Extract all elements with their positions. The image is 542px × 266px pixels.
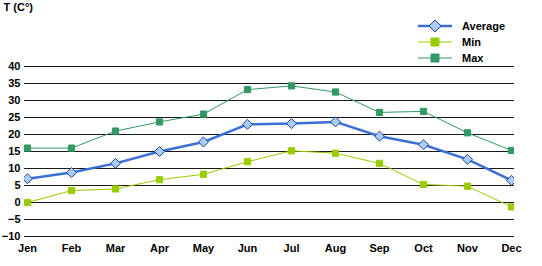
svg-text:−10: −10 — [2, 230, 21, 242]
svg-text:40: 40 — [8, 60, 20, 72]
svg-text:−5: −5 — [8, 213, 21, 225]
svg-text:Mar: Mar — [106, 242, 126, 254]
svg-text:35: 35 — [8, 77, 20, 89]
html-text:Average: Average — [462, 20, 505, 32]
svg-text:5: 5 — [14, 179, 20, 191]
svg-text:20: 20 — [8, 128, 20, 140]
svg-text:Jen: Jen — [18, 242, 37, 254]
svg-text:Nov: Nov — [457, 242, 479, 254]
svg-text:Jul: Jul — [284, 242, 300, 254]
svg-text:Apr: Apr — [150, 242, 170, 254]
svg-text:T (C°): T (C°) — [4, 1, 34, 13]
svg-text:Dec: Dec — [501, 242, 521, 254]
svg-text:Aug: Aug — [325, 242, 346, 254]
svg-text:0: 0 — [14, 196, 20, 208]
svg-text:Oct: Oct — [414, 242, 433, 254]
svg-text:15: 15 — [8, 145, 20, 157]
svg-text:25: 25 — [8, 111, 20, 123]
svg-text:Jun: Jun — [238, 242, 258, 254]
svg-text:Sep: Sep — [369, 242, 389, 254]
svg-text:30: 30 — [8, 94, 20, 106]
svg-text:Feb: Feb — [62, 242, 82, 254]
svg-text:May: May — [193, 242, 215, 254]
html-text:Min: Min — [462, 36, 481, 48]
svg-text:10: 10 — [8, 162, 20, 174]
html-text:Max: Max — [462, 52, 484, 64]
